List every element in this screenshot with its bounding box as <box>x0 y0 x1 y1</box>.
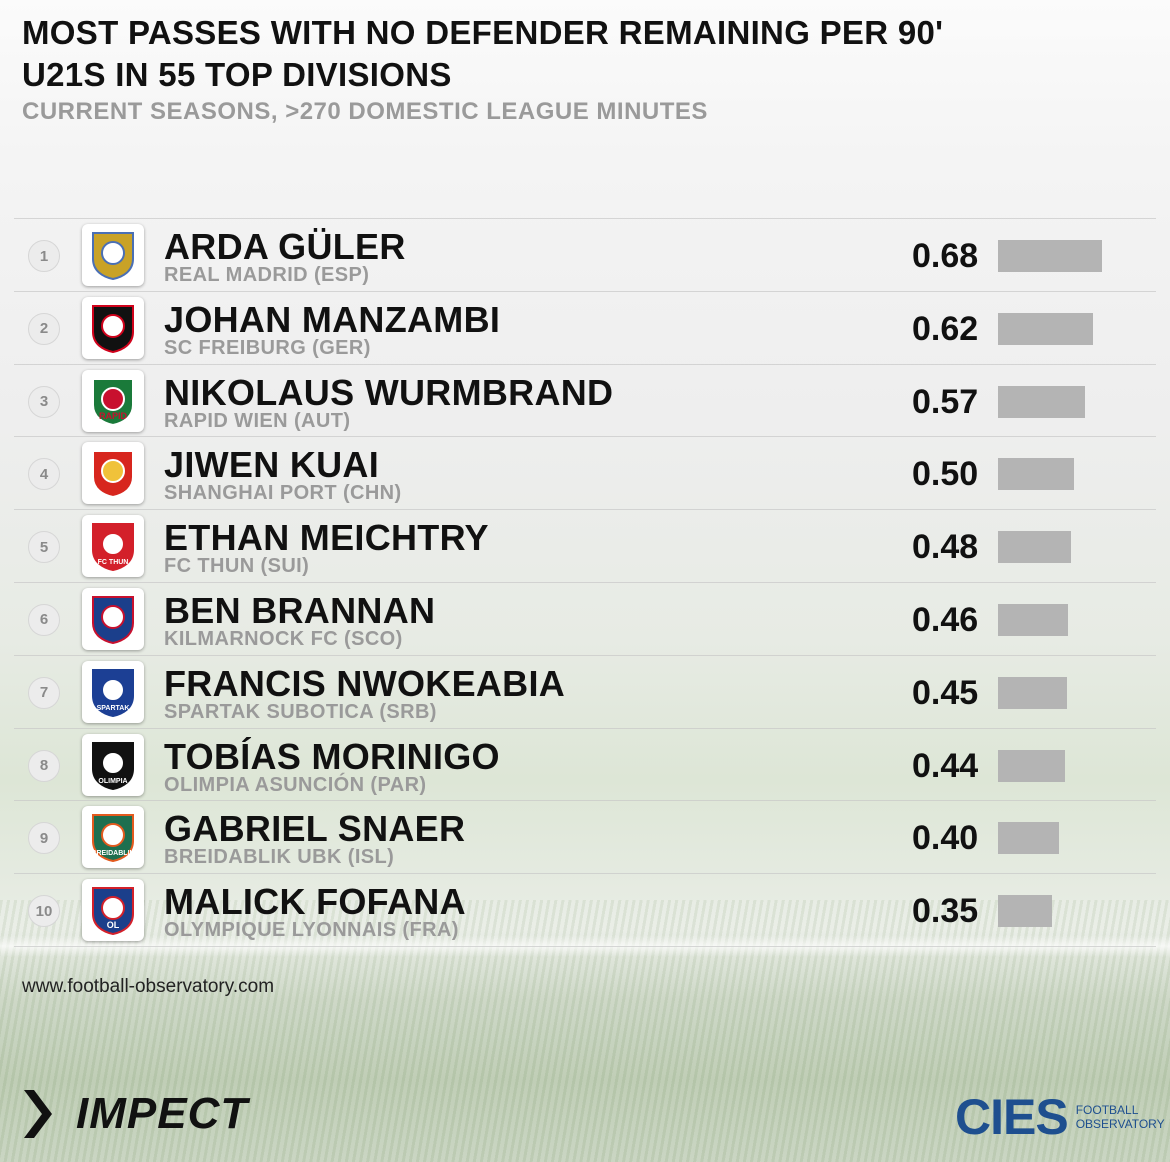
table-row: 9 BREIDABLIK GABRIEL SNAER BREIDABLIK UBK (… <box>14 800 1156 873</box>
value-bar <box>998 531 1071 564</box>
cies-wordmark: CIES <box>955 1089 1069 1145</box>
table-row: 6 BEN BRANNAN KILMARNOCK FC (SCO) 0.46 <box>14 581 1156 655</box>
player-name: ARDA GÜLER <box>164 226 406 267</box>
cies-tagline-line1: FOOTBALL <box>1075 1103 1139 1117</box>
player-name: JIWEN KUAI <box>164 444 380 486</box>
svg-text:OL: OL <box>107 920 120 930</box>
olimpia-crest-icon: OLIMPIA <box>82 733 144 796</box>
kilmarnock-crest-icon <box>82 587 144 650</box>
olympique-lyonnais-crest-icon: OL <box>82 879 144 942</box>
value-label: 0.45 <box>912 673 979 712</box>
player-name: JOHAN MANZAMBI <box>164 298 501 340</box>
breidablik-crest-icon: BREIDABLIK <box>82 806 144 869</box>
rank-badge: 2 <box>28 312 60 345</box>
impect-wordmark: IMPECT <box>76 1089 249 1138</box>
chart-title-line2: U21S IN 55 TOP DIVISIONS <box>22 56 452 93</box>
player-name: GABRIEL SNAER <box>164 808 466 850</box>
table-row: 5 FC THUN ETHAN MEICHTRY FC THUN (SUI) 0.48 <box>14 509 1156 582</box>
rank-badge: 5 <box>28 531 60 564</box>
svg-text:OLIMPIA: OLIMPIA <box>98 778 127 785</box>
rapid-wien-crest-icon: RAPID <box>82 369 144 432</box>
svg-text:SPARTAK: SPARTAK <box>97 705 130 712</box>
value-label: 0.68 <box>912 237 979 275</box>
chart-title: MOST PASSES WITH NO DEFENDER REMAINING P… <box>22 14 944 51</box>
source-url: www.football-observatory.com <box>22 976 275 997</box>
table-row: 7 SPARTAK FRANCIS NWOKEABIA SPARTAK SUBOTIC… <box>14 654 1156 728</box>
rank-badge: 7 <box>28 676 60 709</box>
rank-badge: 3 <box>28 385 60 418</box>
cies-logo: CIES FOOTBALL OBSERVATORY <box>955 1088 1165 1146</box>
table-row: 10 OL MALICK FOFANA OLYMPIQUE LYONNAIS (FRA… <box>14 873 1156 947</box>
value-label: 0.44 <box>912 746 979 785</box>
club-name: SHANGHAI PORT (CHN) <box>164 482 402 505</box>
value-bar <box>998 385 1085 418</box>
table-row: 4 JIWEN KUAI SHANGHAI PORT (CHN) 0.50 <box>14 436 1156 509</box>
svg-text:FC THUN: FC THUN <box>98 559 129 566</box>
rank-badge: 10 <box>28 895 60 928</box>
ranking-table: 1 ARDA GÜLER REAL MADRID (ESP) 0.68 2 JOHAN M… <box>14 218 1156 947</box>
value-bar <box>998 458 1074 491</box>
svg-text:BREIDABLIK: BREIDABLIK <box>91 850 134 857</box>
player-name: TOBÍAS MORINIGO <box>164 735 500 777</box>
value-bar <box>998 822 1059 855</box>
player-name: NIKOLAUS WURMBRAND <box>164 371 614 413</box>
rank-badge: 6 <box>28 603 60 636</box>
rank-badge: 8 <box>28 749 60 782</box>
value-bar <box>998 676 1067 709</box>
impect-logo: IMPECT <box>20 1088 248 1140</box>
value-bar <box>998 895 1052 928</box>
impect-chevron-icon <box>24 1090 52 1138</box>
player-name: MALICK FOFANA <box>164 881 466 923</box>
cies-tagline: FOOTBALL OBSERVATORY <box>1076 1103 1165 1131</box>
cies-tagline-line2: OBSERVATORY <box>1075 1117 1165 1131</box>
club-name: FC THUN (SUI) <box>164 555 310 578</box>
club-name: OLYMPIQUE LYONNAIS (FRA) <box>164 919 459 942</box>
table-row: 3 RAPID NIKOLAUS WURMBRAND RAPID WIEN (AUT)… <box>14 363 1156 437</box>
rank-badge: 4 <box>28 458 60 491</box>
real-madrid-crest-icon <box>82 224 144 286</box>
club-name: BREIDABLIK UBK (ISL) <box>164 846 395 869</box>
value-label: 0.57 <box>912 382 979 421</box>
value-label: 0.40 <box>912 819 979 858</box>
player-name: BEN BRANNAN <box>164 589 436 631</box>
value-bar <box>998 603 1068 636</box>
player-name: ETHAN MEICHTRY <box>164 517 489 559</box>
club-name: SPARTAK SUBOTICA (SRB) <box>164 700 437 723</box>
rank-badge: 9 <box>28 822 60 855</box>
value-label: 0.35 <box>912 892 979 931</box>
value-label: 0.62 <box>912 309 979 348</box>
shanghai-port-crest-icon <box>82 442 144 505</box>
player-name: FRANCIS NWOKEABIA <box>164 662 566 704</box>
spartak-subotica-crest-icon: SPARTAK <box>82 660 144 723</box>
club-name: REAL MADRID (ESP) <box>164 264 370 286</box>
table-row: 1 ARDA GÜLER REAL MADRID (ESP) 0.68 <box>14 218 1156 291</box>
rank-badge: 1 <box>28 240 60 272</box>
fc-thun-crest-icon: FC THUN <box>82 515 144 578</box>
table-row: 8 OLIMPIA TOBÍAS MORINIGO OLIMPIA ASUNCIÓN … <box>14 727 1156 801</box>
value-bar <box>998 240 1102 272</box>
club-name: RAPID WIEN (AUT) <box>164 409 351 432</box>
table-row: 2 JOHAN MANZAMBI SC FREIBURG (GER) 0.62 <box>14 290 1156 364</box>
sc-freiburg-crest-icon <box>82 296 144 359</box>
value-bar <box>998 749 1065 782</box>
svg-text:RAPID: RAPID <box>99 411 128 421</box>
value-label: 0.50 <box>912 455 979 494</box>
value-label: 0.48 <box>912 528 979 567</box>
value-label: 0.46 <box>912 600 979 639</box>
club-name: KILMARNOCK FC (SCO) <box>164 627 403 650</box>
club-name: OLIMPIA ASUNCIÓN (PAR) <box>164 773 427 796</box>
value-bar <box>998 312 1093 345</box>
chart-subtitle: CURRENT SEASONS, >270 DOMESTIC LEAGUE MI… <box>22 98 708 125</box>
club-name: SC FREIBURG (GER) <box>164 336 371 359</box>
